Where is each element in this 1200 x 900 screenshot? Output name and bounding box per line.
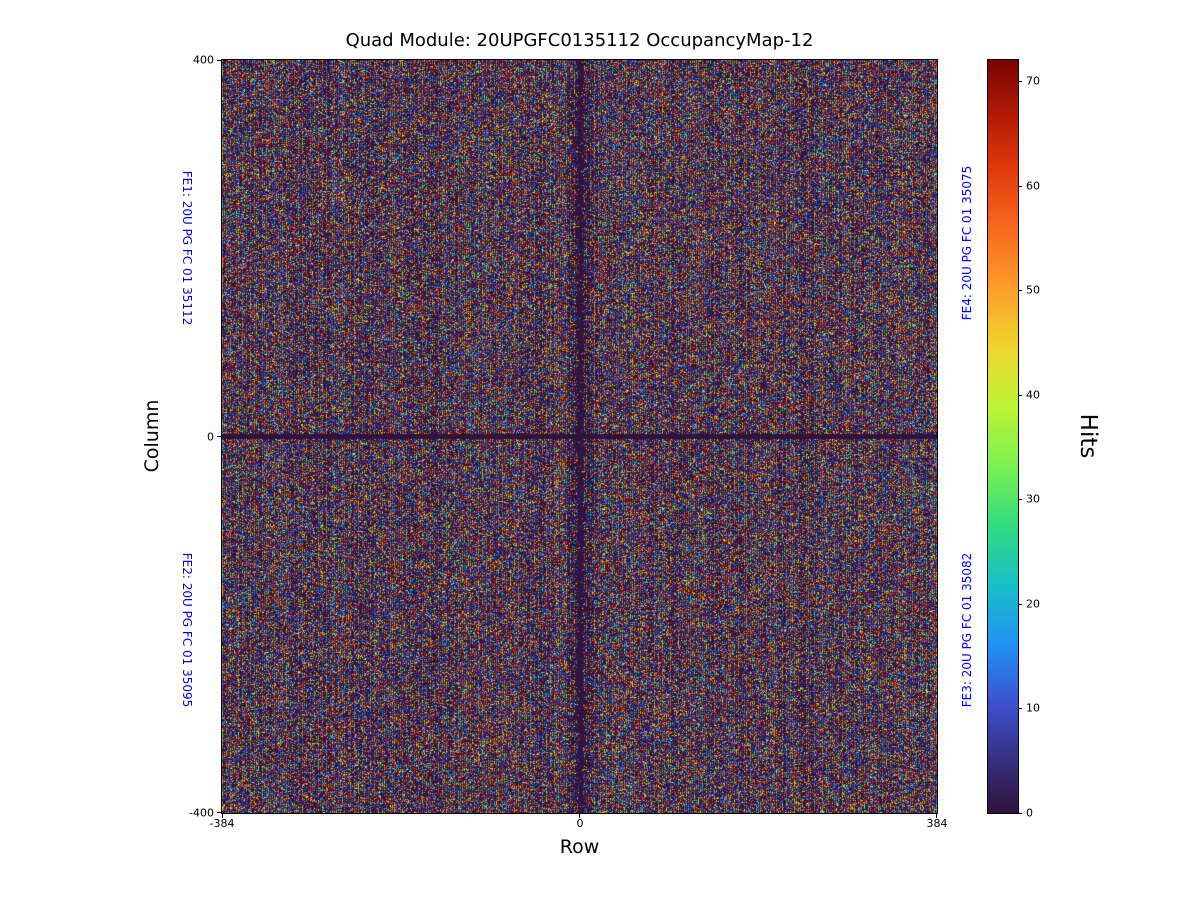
x-tick-label: 0	[576, 817, 584, 830]
x-axis-label: Row	[559, 836, 600, 858]
x-tick-label: -384	[209, 817, 235, 830]
colorbar-tick-mark	[1018, 708, 1022, 710]
colorbar-tick-label: 60	[1026, 179, 1040, 192]
colorbar-tick-mark	[1018, 603, 1022, 605]
colorbar-tick-label: 20	[1026, 597, 1040, 611]
y-tick-label: 400	[193, 53, 214, 67]
x-tick-mark	[222, 814, 223, 818]
fe3-label: FE3: 20U PG FC 01 35082	[960, 552, 974, 708]
colorbar-tick-mark	[1018, 499, 1022, 501]
x-tick-mark	[936, 814, 937, 818]
colorbar-tick-mark	[1018, 813, 1022, 814]
fe1-label: FE1: 20U PG FC 01 35112	[180, 170, 194, 326]
colorbar	[987, 59, 1019, 814]
colorbar-tick-mark	[1018, 80, 1022, 82]
y-tick-label: 0	[207, 430, 214, 444]
fe2-label: FE2: 20U PG FC 01 35095	[180, 552, 194, 708]
chart-title: Quad Module: 20UPGFC0135112 OccupancyMap…	[345, 30, 814, 51]
colorbar-tick-label: 0	[1026, 806, 1033, 820]
fe4-label: FE4: 20U PG FC 01 35075	[960, 165, 974, 321]
colorbar-tick-label: 50	[1026, 283, 1040, 297]
y-axis-label: Column	[141, 399, 163, 473]
y-tick-label: -400	[189, 806, 214, 820]
colorbar-axis-label: Hits	[1075, 413, 1101, 459]
colorbar-tick-label: 70	[1026, 74, 1040, 88]
y-tick-mark	[217, 436, 221, 437]
x-tick-label: 384	[926, 817, 948, 830]
colorbar-tick-label: 10	[1026, 701, 1040, 715]
y-tick-mark	[217, 812, 221, 813]
y-tick-mark	[217, 60, 221, 61]
colorbar-tick-mark	[1018, 185, 1022, 187]
occupancy-heatmap-canvas	[222, 60, 937, 813]
colorbar-canvas	[988, 60, 1018, 813]
colorbar-tick-mark	[1018, 394, 1022, 396]
colorbar-tick-label: 30	[1026, 492, 1040, 506]
x-tick-mark	[579, 814, 580, 818]
colorbar-tick-label: 40	[1026, 388, 1040, 402]
colorbar-tick-mark	[1018, 290, 1022, 292]
plot-area	[221, 59, 938, 814]
